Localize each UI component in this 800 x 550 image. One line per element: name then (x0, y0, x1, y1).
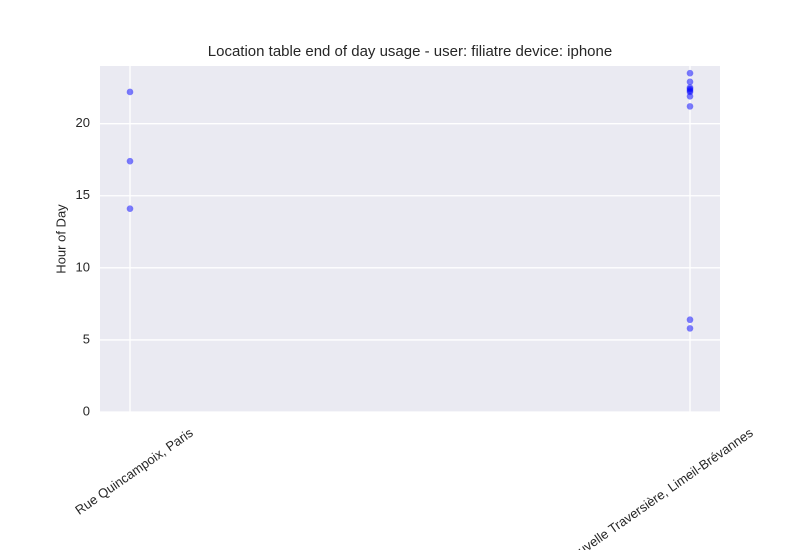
plot-area (100, 66, 720, 412)
data-point (686, 92, 694, 100)
data-point (686, 69, 694, 77)
chart-title: Location table end of day usage - user: … (208, 43, 612, 60)
y-tick-label: 20 (76, 115, 90, 130)
y-axis-label: Hour of Day (53, 204, 68, 274)
y-tick-label: 15 (76, 187, 90, 202)
y-tick-label: 10 (76, 259, 90, 274)
x-tick-label: Rue Quincampoix, Paris (72, 425, 196, 518)
data-point (686, 316, 694, 324)
data-point (126, 88, 134, 96)
data-point (686, 325, 694, 332)
y-tick-label: 0 (83, 403, 90, 418)
data-point (686, 103, 694, 110)
data-point (686, 78, 694, 86)
data-point (126, 205, 134, 213)
data-point (686, 85, 694, 93)
x-tick-label: Rue Nouvelle Traversière, Limeil-Brévann… (539, 425, 756, 550)
y-tick-label: 5 (83, 331, 90, 346)
data-point (126, 157, 134, 165)
